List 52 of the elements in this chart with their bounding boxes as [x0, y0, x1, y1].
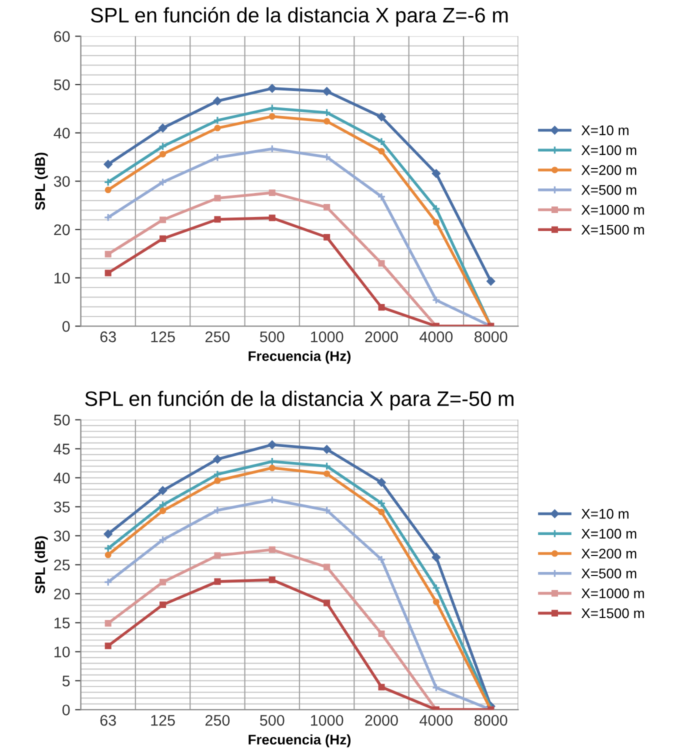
y-tick-label: 20 — [54, 224, 70, 236]
y-tick-label: 40 — [54, 128, 70, 139]
legend-label: X=200 m — [581, 548, 636, 559]
legend-label: X=500 m — [581, 568, 636, 578]
x-tick-label: 63 — [100, 331, 116, 342]
y-tick-label: 40 — [54, 472, 70, 484]
chart-title: SPL en función de la distancia X para Z=-6 m — [90, 7, 508, 27]
x-tick-label: 2000 — [365, 331, 398, 342]
chart-title: SPL en función de la distancia X para Z=-50 m — [85, 390, 514, 410]
y-tick-label: 50 — [54, 79, 70, 90]
legend-label: X=100 m — [581, 145, 636, 156]
x-tick-label: 250 — [205, 714, 230, 726]
x-tick-label: 250 — [205, 331, 230, 342]
x-tick-label: 63 — [100, 714, 116, 726]
y-tick-label: 25 — [54, 560, 70, 570]
legend-label: X=10 m — [581, 508, 628, 519]
legend-label: X=1000 m — [581, 588, 644, 598]
x-tick-label: 8000 — [474, 714, 508, 726]
y-tick-label: 30 — [54, 530, 70, 542]
x-tick-label: 500 — [260, 714, 284, 726]
y-tick-label: 20 — [54, 588, 70, 600]
x-tick-label: 4000 — [420, 331, 453, 342]
x-tick-label: 2000 — [365, 714, 398, 726]
legend-label: X=1500 m — [581, 608, 644, 618]
y-tick-label: 0 — [62, 704, 70, 716]
legend-label: X=100 m — [581, 528, 636, 539]
y-tick-label: 0 — [62, 321, 70, 332]
legend-label: X=10 m — [581, 125, 628, 136]
x-tick-label: 1000 — [311, 331, 344, 342]
y-tick-label: 10 — [54, 646, 70, 658]
legend-label: X=500 m — [581, 185, 636, 195]
legend-label: X=1500 m — [581, 224, 644, 235]
y-axis-title: SPL (dB) — [34, 152, 48, 210]
y-tick-label: 10 — [54, 272, 70, 284]
x-tick-label: 4000 — [420, 714, 453, 726]
x-tick-label: 500 — [260, 331, 284, 342]
x-tick-label: 1000 — [311, 714, 344, 726]
x-axis-title: Frecuencia (Hz) — [248, 734, 351, 748]
y-tick-label: 60 — [54, 31, 70, 42]
x-tick-label: 125 — [151, 331, 175, 342]
y-tick-label: 30 — [54, 176, 70, 187]
y-axis-title: SPL (dB) — [34, 536, 48, 594]
x-tick-label: 125 — [151, 714, 175, 726]
y-tick-label: 50 — [54, 414, 70, 426]
legend-label: X=200 m — [581, 165, 636, 175]
legend-label: X=1000 m — [581, 204, 644, 215]
y-tick-label: 45 — [54, 444, 70, 454]
y-tick-label: 5 — [62, 676, 70, 686]
x-tick-label: 8000 — [474, 331, 508, 342]
y-tick-label: 35 — [54, 502, 70, 512]
x-axis-title: Frecuencia (Hz) — [248, 350, 351, 364]
y-tick-label: 15 — [54, 618, 70, 628]
